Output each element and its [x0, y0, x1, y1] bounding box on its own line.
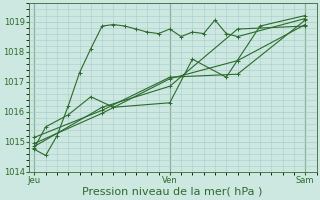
- X-axis label: Pression niveau de la mer( hPa ): Pression niveau de la mer( hPa ): [83, 187, 263, 197]
